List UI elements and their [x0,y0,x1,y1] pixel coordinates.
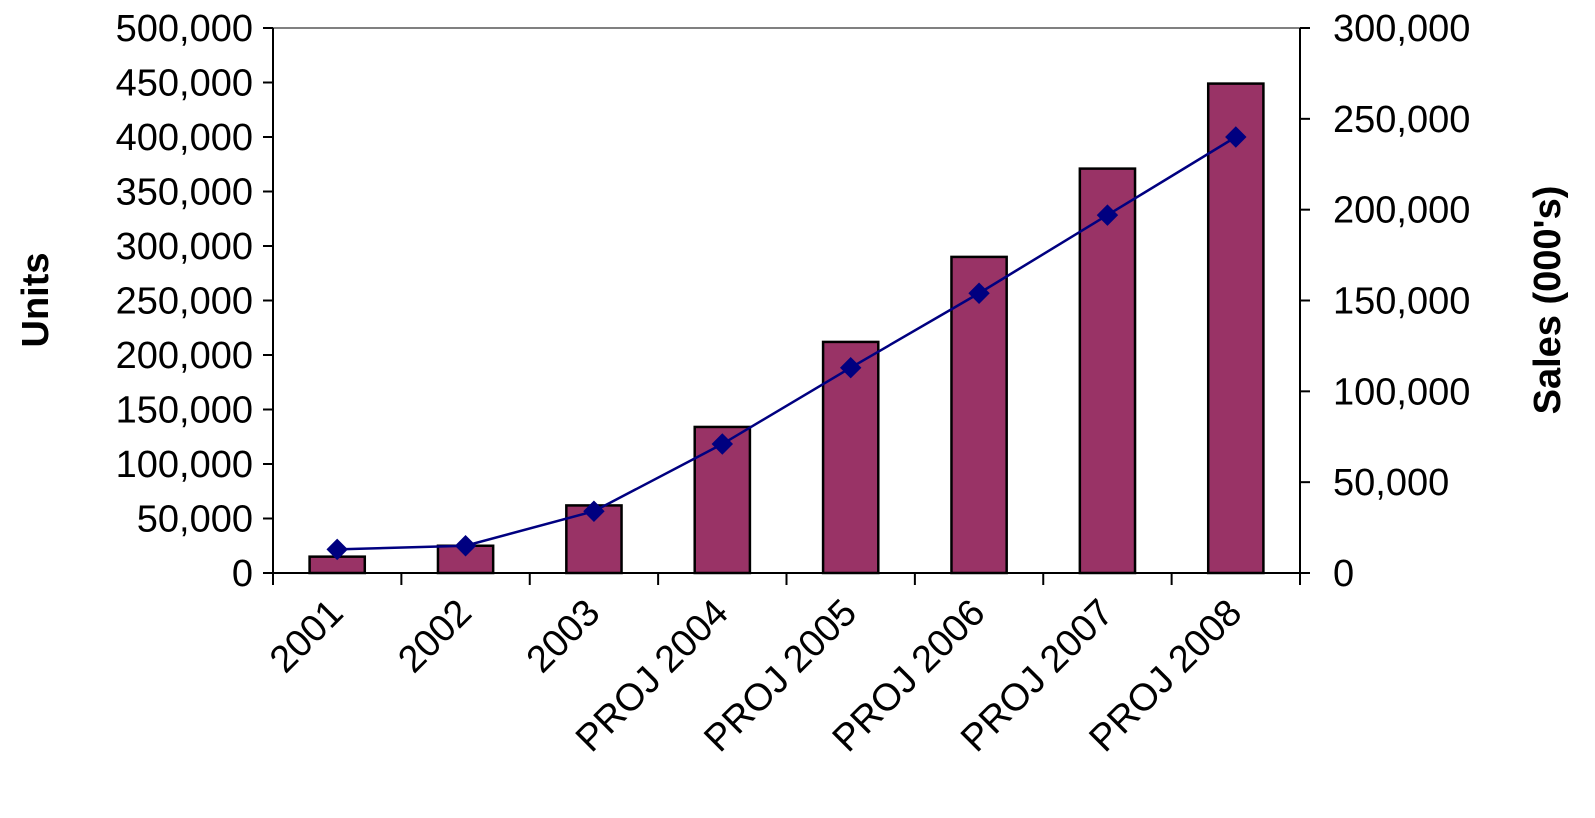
left-tick-label: 250,000 [116,281,253,323]
right-axis-title: Sales (000's) [1527,186,1569,415]
left-tick-label: 400,000 [116,117,253,159]
left-tick-label: 50,000 [137,499,253,541]
units-bar [821,340,880,575]
sales-point-marker [1225,126,1247,148]
units-bar [1078,167,1137,575]
sales-point-marker [583,500,605,522]
tick-labels: 0 50,000 100,000 150,000 200,000 250,000 300,0… [116,8,1471,760]
right-tick-label: 100,000 [1333,371,1470,413]
left-tick-label: 0 [232,553,253,595]
category-label: 2002 [390,592,479,681]
right-tick-label: 250,000 [1333,99,1470,141]
sales-point-marker [1096,204,1119,226]
sales-point-marker [968,282,990,304]
right-tick-label: 300,000 [1333,8,1470,50]
axes [263,27,1310,585]
right-tick-label: 0 [1333,553,1354,595]
left-tick-label: 300,000 [116,226,253,268]
left-tick-label: 200,000 [116,335,253,377]
right-tick-label: 50,000 [1333,462,1449,504]
sales-point-marker [454,535,477,557]
category-label: 2003 [519,592,608,681]
units-bar [950,255,1008,575]
sales-point-marker [326,538,348,561]
left-axis-title: Units [15,253,57,348]
sales-point-marker [711,433,734,455]
sales-line-path [337,135,1237,551]
left-tick-label: 450,000 [116,63,253,105]
sales-point-marker [839,357,862,379]
category-label: 2001 [262,592,351,681]
right-tick-label: 200,000 [1333,190,1470,232]
sales-line [326,126,1247,561]
left-tick-label: 150,000 [116,390,253,432]
left-tick-label: 100,000 [116,444,253,486]
left-tick-label: 350,000 [116,172,253,214]
units-bars [308,82,1265,575]
right-tick-label: 150,000 [1333,281,1470,323]
units-bar [1206,82,1265,575]
left-tick-label: 500,000 [116,8,253,50]
